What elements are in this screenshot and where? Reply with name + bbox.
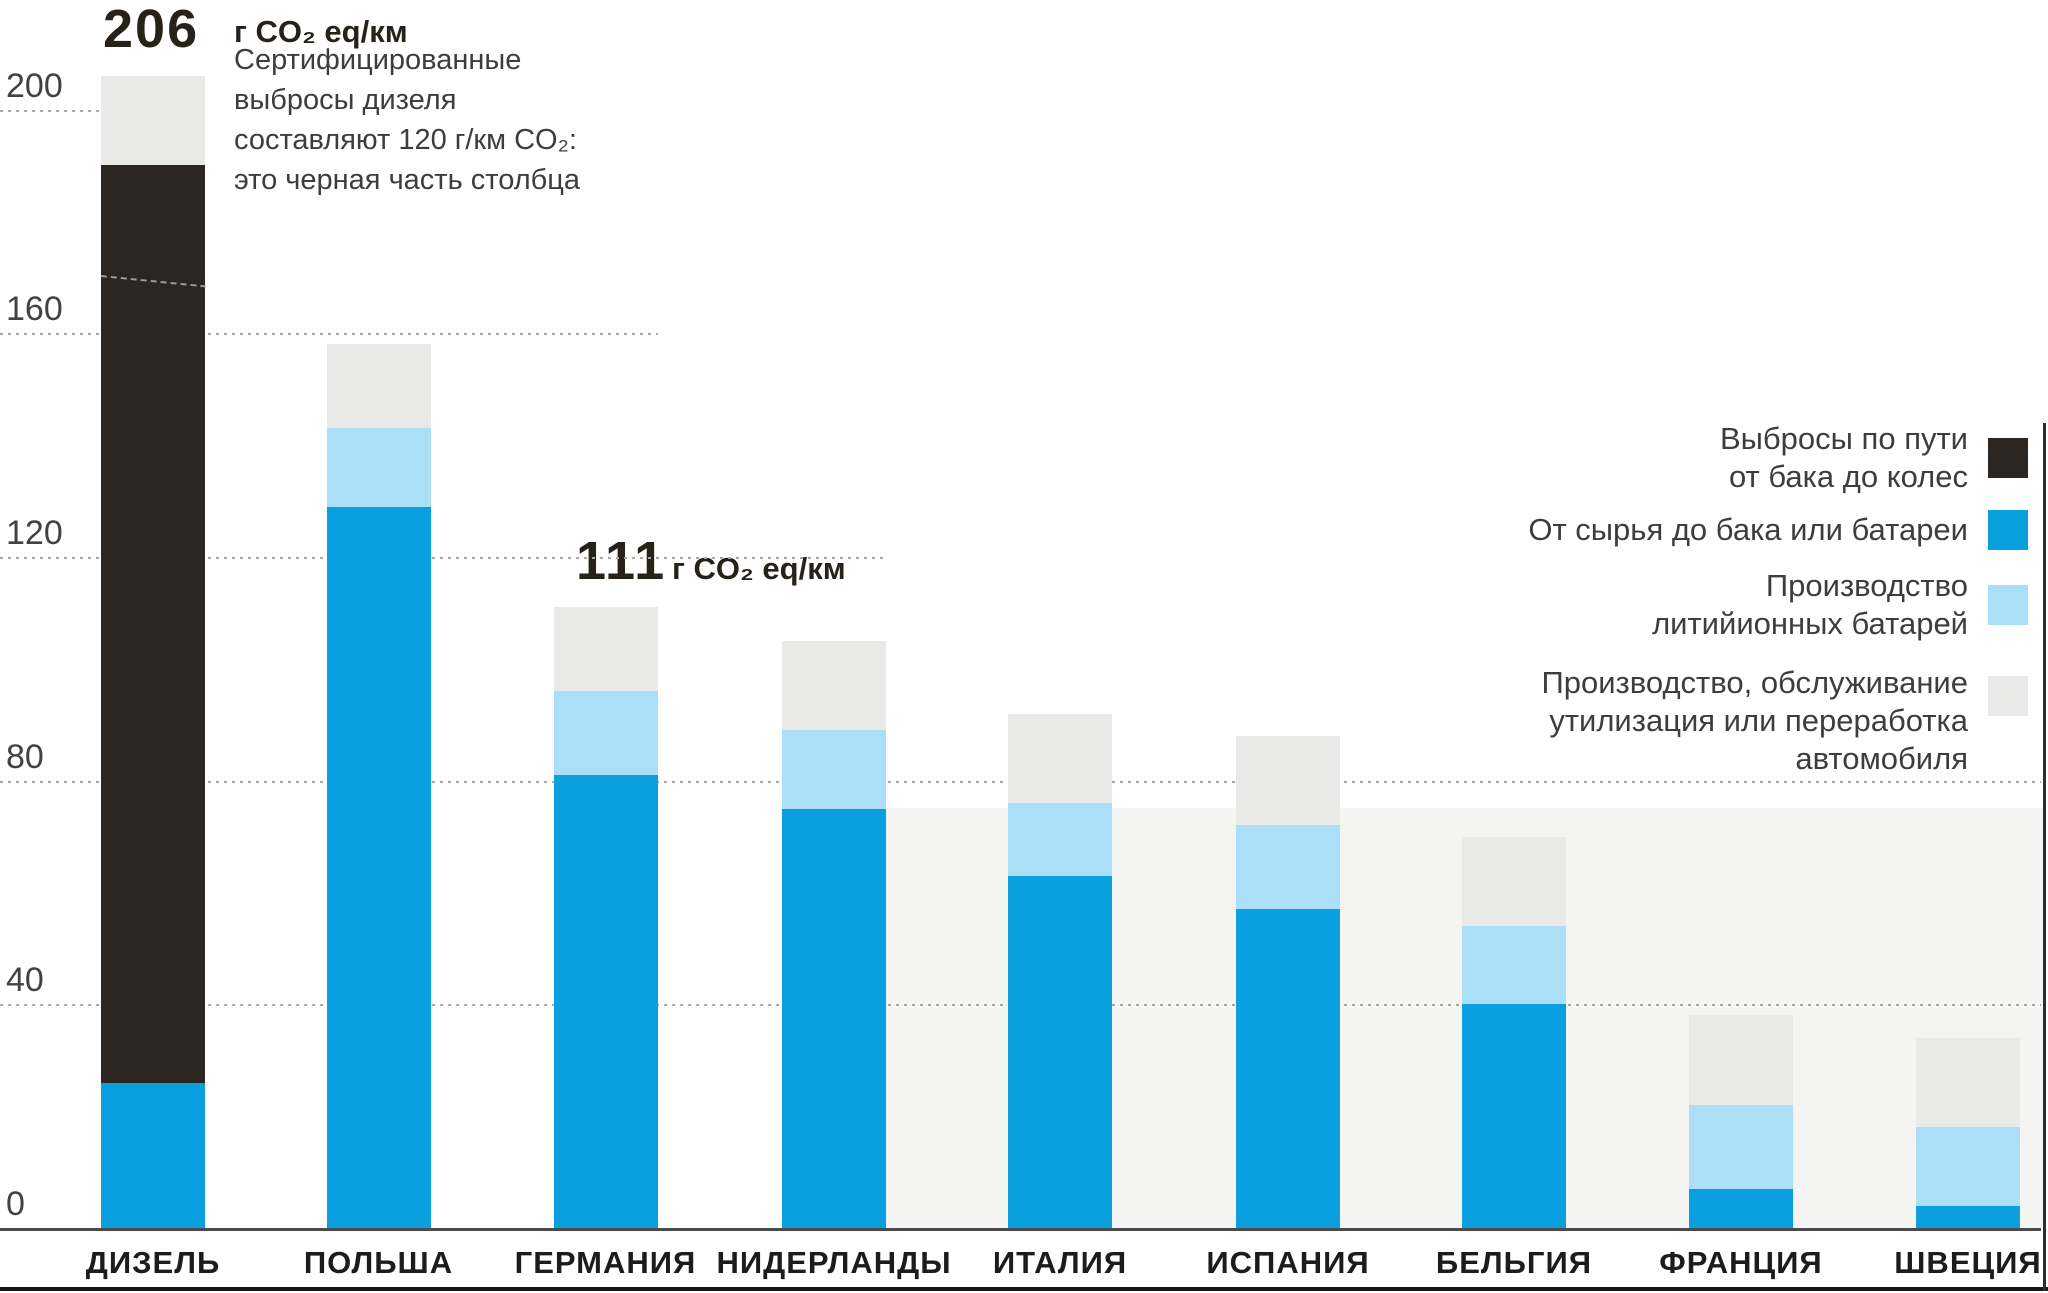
legend-item-production: Производство, обслуживание утилизация или… — [1541, 664, 2028, 778]
y-tick-160: 160 — [6, 290, 63, 329]
bar-germany — [553, 607, 658, 1228]
diesel-total-annotation: 206 — [103, 2, 199, 56]
bar-diesel — [101, 75, 205, 1228]
bar-netherlands — [782, 640, 886, 1228]
segment-ttw-diesel — [101, 165, 205, 1083]
legend-swatch-battery — [1988, 585, 2028, 625]
x-axis-line — [0, 1228, 2041, 1231]
segment-fuel-belgium — [1462, 1004, 1566, 1228]
bar-sweden — [1916, 1037, 2020, 1228]
germany-total-annotation: 111 — [576, 534, 666, 588]
diesel-note-text: Сертифицированные выбросы дизеля составляю… — [234, 40, 580, 200]
x-label-poland: ПОЛЬША — [303, 1245, 454, 1280]
segment-fuel-spain — [1236, 909, 1340, 1228]
segment-production-poland — [326, 344, 431, 429]
x-label-spain: ИСПАНИЯ — [1206, 1245, 1370, 1280]
diesel-note-line: Сертифицированные — [234, 44, 522, 76]
x-label-italy: ИТАЛИЯ — [992, 1245, 1128, 1280]
x-label-belgium: БЕЛЬГИЯ — [1435, 1245, 1593, 1280]
legend-swatch-production — [1988, 676, 2028, 716]
diesel-note-line: составляют 120 г/км CO₂: — [234, 124, 577, 156]
segment-fuel-germany — [553, 775, 658, 1228]
right-frame-line — [2043, 423, 2046, 1291]
bar-spain — [1236, 735, 1340, 1228]
y-tick-200: 200 — [6, 66, 63, 105]
segment-production-sweden — [1916, 1037, 2020, 1128]
segment-fuel-netherlands — [782, 808, 886, 1228]
germany-total-value: 111 — [576, 531, 667, 591]
legend-label-fuel: От сырья до бака или батареи — [1528, 512, 1968, 547]
segment-fuel-poland — [326, 506, 431, 1228]
segment-fuel-france — [1689, 1188, 1793, 1228]
segment-battery-poland — [326, 428, 431, 507]
diesel-total-value: 206 — [103, 0, 200, 59]
legend-swatch-ttw — [1988, 438, 2028, 478]
legend-item-battery: Производство литийионных батарей — [1652, 567, 2028, 643]
gridline-160 — [0, 333, 658, 336]
diesel-note-line: это черная часть столбца — [234, 164, 580, 196]
legend-swatch-fuel — [1988, 510, 2028, 550]
x-label-netherlands: НИДЕРЛАНДЫ — [716, 1245, 952, 1280]
legend-label-ttw: Выбросы по пути от бака до колес — [1719, 421, 1968, 494]
segment-production-italy — [1008, 713, 1112, 803]
segment-fuel-italy — [1008, 875, 1112, 1228]
y-tick-120: 120 — [6, 513, 63, 552]
segment-fuel-sweden — [1916, 1205, 2020, 1228]
gridline-120 — [0, 556, 888, 559]
diesel-note-line: выбросы дизеля — [234, 84, 457, 116]
y-tick-40: 40 — [6, 961, 44, 1000]
legend-item-ttw: Выбросы по пути от бака до колес — [1720, 420, 2028, 496]
x-label-diesel: ДИЗЕЛЬ — [85, 1245, 221, 1280]
legend-item-fuel: От сырья до бака или батареи — [1528, 510, 2028, 550]
segment-battery-sweden — [1916, 1127, 2020, 1206]
segment-production-belgium — [1462, 836, 1566, 926]
bar-belgium — [1462, 836, 1566, 1228]
y-tick-0: 0 — [6, 1185, 25, 1223]
bar-poland — [326, 344, 431, 1228]
diesel-total-unit: г CO₂ eq/км — [234, 14, 408, 49]
segment-battery-italy — [1008, 802, 1112, 876]
segment-battery-germany — [553, 691, 658, 775]
segment-battery-belgium — [1462, 926, 1566, 1005]
bar-france — [1689, 1015, 1793, 1228]
legend-label-battery: Производство литийионных батарей — [1652, 568, 1968, 641]
segment-fuel-diesel — [101, 1082, 205, 1228]
x-label-germany: ГЕРМАНИЯ — [514, 1245, 697, 1280]
segment-battery-spain — [1236, 825, 1340, 910]
segment-battery-france — [1689, 1104, 1793, 1189]
bar-italy — [1008, 713, 1112, 1228]
segment-production-netherlands — [782, 640, 886, 731]
legend-label-production: Производство, обслуживание утилизация или… — [1541, 665, 1968, 776]
segment-production-france — [1689, 1015, 1793, 1105]
segment-production-diesel — [101, 75, 205, 166]
segment-production-spain — [1236, 735, 1340, 826]
segment-battery-netherlands — [782, 730, 886, 809]
bottom-frame-line — [0, 1287, 2048, 1291]
segment-production-germany — [553, 607, 658, 692]
x-label-sweden: ШВЕЦИЯ — [1894, 1245, 2042, 1280]
germany-total-unit: г CO₂ eq/км — [672, 551, 846, 586]
y-tick-80: 80 — [6, 737, 44, 776]
x-label-france: ФРАНЦИЯ — [1659, 1245, 1823, 1280]
